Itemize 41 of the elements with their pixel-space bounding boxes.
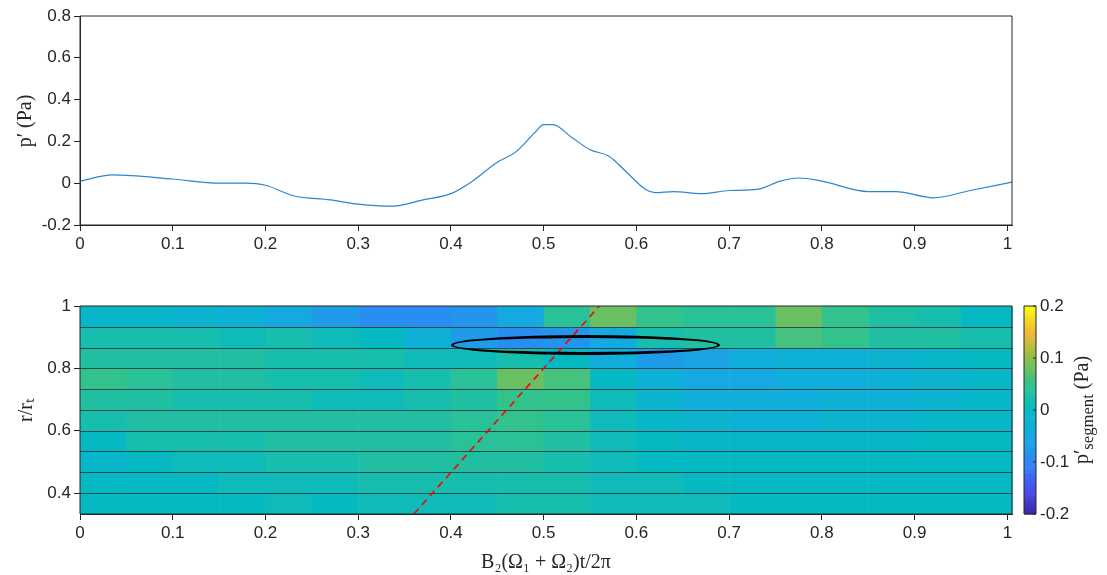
x-tick-label: 0.9 bbox=[902, 233, 927, 253]
x-tick-label: 0.9 bbox=[902, 522, 927, 542]
x-tick-label: 0.4 bbox=[439, 522, 463, 542]
y-tick-label: 0.2 bbox=[47, 131, 71, 151]
color-bar-label: -0.1 bbox=[1040, 451, 1070, 471]
y-tick-label: 0.8 bbox=[47, 358, 71, 378]
x-tick-label: 0.8 bbox=[810, 233, 834, 253]
x-tick-label: 0.2 bbox=[253, 522, 278, 542]
x-tick-label: 0.8 bbox=[810, 522, 834, 542]
x-tick-label: 0.1 bbox=[160, 233, 185, 253]
x-tick-label: 0.4 bbox=[439, 233, 463, 253]
x-tick-label: 1 bbox=[1002, 233, 1013, 253]
x-tick-label: 0.7 bbox=[717, 522, 741, 542]
color-bar-label: -0.2 bbox=[1040, 503, 1070, 523]
color-bar-label: 0 bbox=[1040, 399, 1050, 419]
y-tick-label: -0.2 bbox=[41, 214, 71, 234]
y-tick-label: 0 bbox=[61, 172, 71, 192]
x-tick-label: 0.1 bbox=[160, 522, 185, 542]
x-tick-label: 0.6 bbox=[624, 522, 649, 542]
color-bar-label: 0.1 bbox=[1040, 347, 1064, 367]
x-tick-label: 0.3 bbox=[346, 522, 371, 542]
y-tick-label: 0.6 bbox=[47, 47, 71, 67]
y-tick-label: 0.4 bbox=[47, 89, 71, 109]
y-axis-title: r/rₜ bbox=[12, 398, 37, 422]
x-tick-label: 0.3 bbox=[346, 233, 371, 253]
x-tick-label: 0.5 bbox=[531, 233, 556, 253]
x-tick-label: 0 bbox=[75, 522, 85, 542]
y-tick-label: 0.4 bbox=[47, 482, 71, 502]
x-tick-label: 1 bbox=[1002, 522, 1013, 542]
y-tick-label: 0.6 bbox=[47, 420, 71, 440]
color-bar-label: 0.2 bbox=[1040, 295, 1064, 315]
x-axis-title: B₂(Ω₁ + Ω₂)t/2π bbox=[481, 550, 611, 573]
y-tick-label: 0.8 bbox=[47, 5, 71, 25]
x-tick-label: 0.5 bbox=[531, 522, 556, 542]
x-tick-label: 0 bbox=[75, 233, 85, 253]
x-tick-label: 0.2 bbox=[253, 233, 278, 253]
line-series bbox=[80, 124, 1012, 207]
x-tick-label: 0.7 bbox=[717, 233, 741, 253]
y-axis-title: p′ (Pa) bbox=[12, 94, 36, 147]
y-tick-label: 1 bbox=[61, 295, 71, 315]
x-tick-label: 0.6 bbox=[624, 233, 649, 253]
